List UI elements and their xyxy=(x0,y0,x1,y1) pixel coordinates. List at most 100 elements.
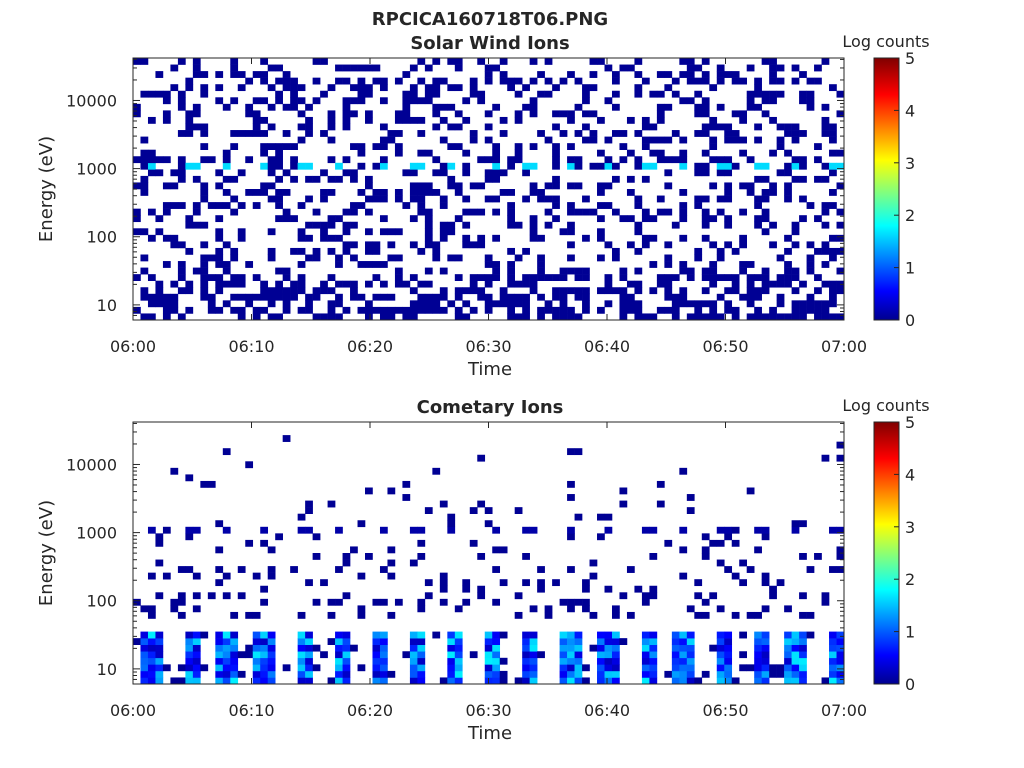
heatmap-cell xyxy=(799,215,807,223)
heatmap-cell xyxy=(567,228,575,236)
heatmap-cell xyxy=(567,657,575,665)
heatmap-cell xyxy=(664,306,673,314)
heatmap-cell xyxy=(634,195,643,203)
heatmap-cell xyxy=(769,116,777,124)
heatmap-cell xyxy=(769,306,777,314)
heatmap-cell xyxy=(641,313,650,321)
heatmap-cell xyxy=(305,254,313,262)
heatmap-cell xyxy=(162,97,171,105)
heatmap-cell xyxy=(230,651,239,659)
heatmap-cell xyxy=(260,631,269,639)
heatmap-cell xyxy=(365,116,373,124)
heatmap-cell xyxy=(784,169,792,177)
heatmap-cell xyxy=(821,592,830,600)
heatmap-cell xyxy=(619,313,628,321)
panel-title: Solar Wind Ions xyxy=(410,33,569,54)
heatmap-cell xyxy=(290,247,298,255)
heatmap-cell xyxy=(679,149,688,157)
heatmap-cell xyxy=(492,638,501,645)
colorbar-tick-label: 1 xyxy=(905,623,915,642)
heatmap-cell xyxy=(626,149,635,157)
heatmap-cell xyxy=(806,267,815,275)
heatmap-cell xyxy=(814,313,822,321)
heatmap-cell xyxy=(761,572,770,580)
heatmap-cell xyxy=(140,670,149,678)
heatmap-cell xyxy=(649,657,658,665)
heatmap-cell xyxy=(529,638,538,645)
heatmap-cell xyxy=(207,306,216,314)
heatmap-cell xyxy=(447,228,456,236)
heatmap-cell xyxy=(335,234,343,242)
heatmap-cell xyxy=(417,130,426,137)
heatmap-cell xyxy=(746,313,755,321)
heatmap-cell xyxy=(162,156,171,164)
heatmap-cell xyxy=(245,300,254,308)
heatmap-cell xyxy=(529,526,538,534)
heatmap-cell xyxy=(604,657,613,665)
heatmap-cell xyxy=(814,215,822,223)
heatmap-cell xyxy=(529,287,538,295)
y-tick-label: 1000 xyxy=(76,160,117,179)
heatmap-cell xyxy=(365,247,373,255)
heatmap-cell xyxy=(155,664,164,672)
heatmap-cell xyxy=(170,677,179,685)
heatmap-cell xyxy=(312,598,321,606)
heatmap-cell xyxy=(791,644,800,652)
heatmap-cell xyxy=(484,306,493,314)
heatmap-cell xyxy=(611,77,620,85)
heatmap-cell xyxy=(342,644,351,652)
heatmap-cell xyxy=(305,657,313,665)
heatmap-cell xyxy=(252,202,261,209)
heatmap-cell xyxy=(297,274,306,281)
heatmap-cell xyxy=(559,267,568,275)
heatmap-cell xyxy=(454,254,463,262)
heatmap-cell xyxy=(507,261,515,268)
heatmap-cell xyxy=(439,136,448,144)
heatmap-cell xyxy=(185,670,194,678)
heatmap-cell xyxy=(305,664,313,672)
heatmap-cell xyxy=(133,182,141,190)
heatmap-cell xyxy=(484,123,493,131)
heatmap-cell xyxy=(649,313,658,321)
heatmap-cell xyxy=(192,103,201,111)
heatmap-cell xyxy=(417,651,426,659)
heatmap-cell xyxy=(409,526,418,534)
heatmap-cell xyxy=(671,631,680,639)
heatmap-cell xyxy=(761,664,770,672)
heatmap-cell xyxy=(634,221,643,229)
heatmap-cell xyxy=(567,598,575,606)
heatmap-cell xyxy=(394,274,403,281)
heatmap-cell xyxy=(514,611,523,619)
heatmap-cell xyxy=(806,261,815,268)
heatmap-cell xyxy=(514,293,523,301)
heatmap-cell xyxy=(806,566,815,573)
heatmap-cell xyxy=(649,215,658,223)
heatmap-cell xyxy=(679,572,688,580)
heatmap-cell xyxy=(200,631,209,639)
heatmap-cell xyxy=(604,241,613,249)
heatmap-cell xyxy=(350,169,358,177)
heatmap-cell xyxy=(836,553,845,560)
heatmap-cell xyxy=(656,136,665,144)
heatmap-cell xyxy=(799,631,807,639)
heatmap-cell xyxy=(379,136,388,144)
heatmap-cell xyxy=(611,162,620,170)
heatmap-cell xyxy=(409,241,418,249)
heatmap-cell xyxy=(147,162,156,170)
heatmap-cell xyxy=(769,182,777,190)
heatmap-cell xyxy=(447,520,456,528)
heatmap-cell xyxy=(297,280,306,288)
heatmap-cell xyxy=(387,611,396,619)
heatmap-cell xyxy=(342,103,351,111)
heatmap-cell xyxy=(754,526,762,534)
heatmap-cell xyxy=(230,58,239,65)
heatmap-cell xyxy=(522,300,530,308)
heatmap-cell xyxy=(552,313,560,321)
heatmap-cell xyxy=(806,611,815,619)
heatmap-cell xyxy=(604,182,613,190)
heatmap-cell xyxy=(784,280,792,288)
heatmap-cell xyxy=(462,300,471,308)
heatmap-cell xyxy=(626,300,635,308)
heatmap-cell xyxy=(335,175,343,183)
heatmap-cell xyxy=(447,644,456,652)
